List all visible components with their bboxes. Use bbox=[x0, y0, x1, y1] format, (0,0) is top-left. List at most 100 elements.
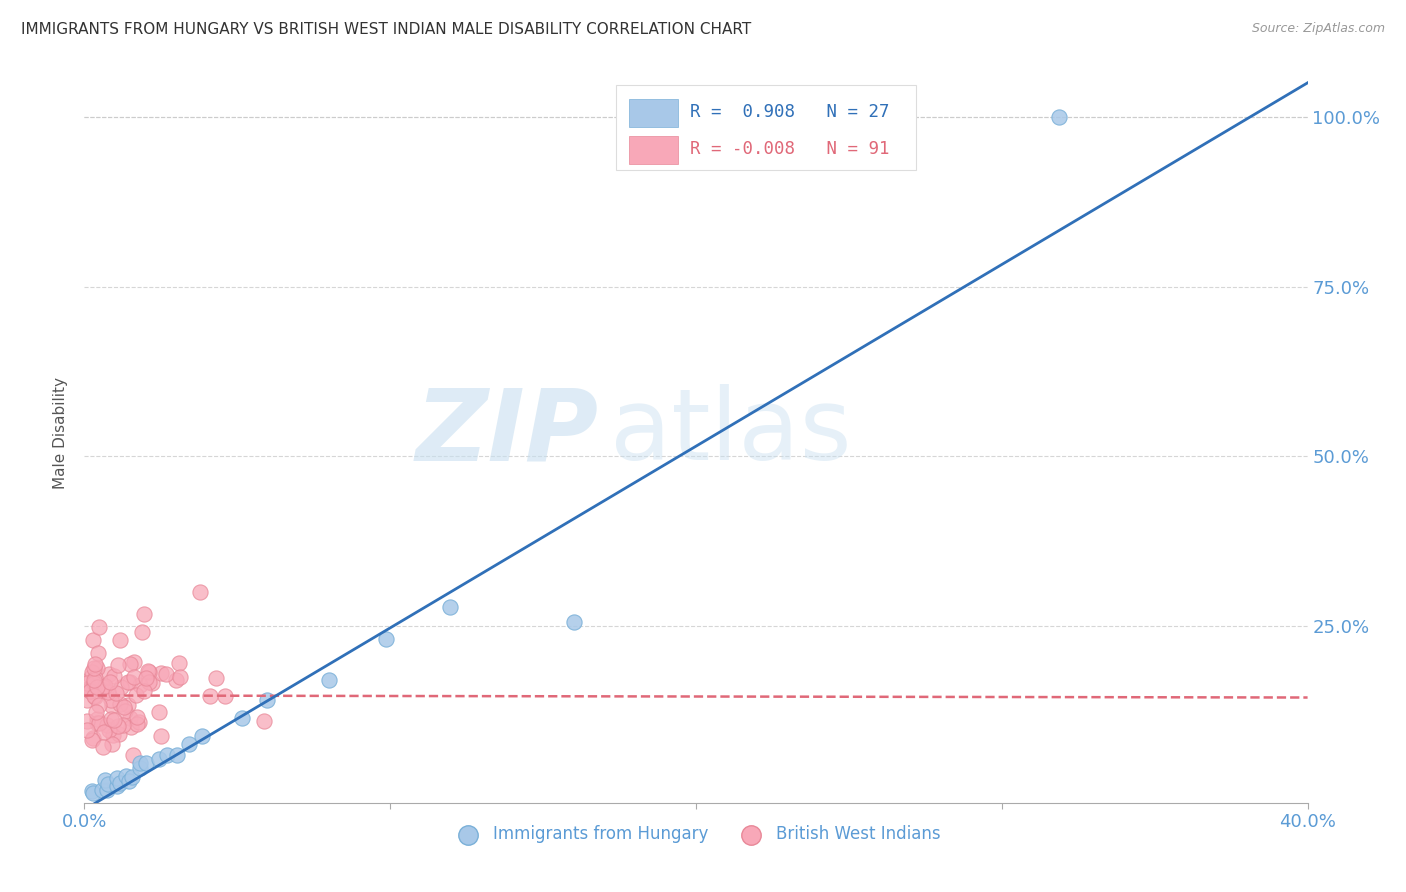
Point bbox=[128, 715, 150, 730]
Point bbox=[118, 657, 141, 672]
Point bbox=[76, 714, 98, 728]
Point bbox=[128, 756, 150, 770]
Point bbox=[79, 681, 101, 696]
Point bbox=[87, 646, 110, 660]
Point bbox=[149, 666, 172, 681]
Legend: Immigrants from Hungary, British West Indians: Immigrants from Hungary, British West In… bbox=[446, 819, 946, 850]
Point bbox=[114, 769, 136, 783]
Point bbox=[84, 706, 107, 720]
Point bbox=[214, 689, 236, 703]
Point bbox=[129, 761, 152, 775]
Point bbox=[138, 665, 160, 680]
Point bbox=[125, 710, 148, 724]
Point bbox=[231, 711, 253, 725]
Point bbox=[83, 676, 105, 690]
Point bbox=[82, 786, 104, 800]
Point bbox=[97, 685, 120, 699]
Text: ZIP: ZIP bbox=[415, 384, 598, 481]
Point bbox=[148, 752, 170, 766]
Point bbox=[107, 719, 129, 733]
Point bbox=[103, 713, 125, 727]
Point bbox=[138, 674, 160, 689]
Point bbox=[117, 674, 139, 689]
Point bbox=[98, 674, 121, 689]
Point bbox=[94, 682, 117, 697]
Point bbox=[148, 705, 170, 719]
Point bbox=[127, 716, 149, 731]
Point bbox=[86, 712, 108, 726]
Point bbox=[84, 672, 107, 686]
Point bbox=[122, 655, 145, 669]
Point bbox=[83, 657, 105, 672]
Point bbox=[562, 615, 585, 629]
Point bbox=[90, 783, 112, 797]
Point bbox=[118, 711, 141, 725]
Point bbox=[76, 723, 98, 738]
Point bbox=[80, 732, 103, 747]
Point bbox=[89, 620, 111, 634]
FancyBboxPatch shape bbox=[616, 85, 917, 169]
Text: R = -0.008   N = 91: R = -0.008 N = 91 bbox=[690, 140, 890, 158]
Point bbox=[156, 747, 179, 762]
Point bbox=[110, 680, 132, 694]
Point bbox=[112, 717, 135, 731]
Point bbox=[100, 712, 122, 726]
Point bbox=[191, 730, 214, 744]
Point bbox=[132, 607, 155, 622]
Point bbox=[97, 777, 120, 791]
Point bbox=[135, 756, 157, 770]
Point bbox=[439, 600, 461, 615]
Point bbox=[93, 725, 115, 739]
Point bbox=[165, 673, 187, 687]
Point bbox=[83, 690, 105, 705]
Point bbox=[87, 698, 110, 712]
Point bbox=[188, 585, 211, 599]
Point bbox=[96, 717, 118, 731]
Point bbox=[103, 669, 125, 683]
Point bbox=[118, 773, 141, 788]
Text: R =  0.908   N = 27: R = 0.908 N = 27 bbox=[690, 103, 890, 121]
Point bbox=[86, 680, 108, 694]
Point bbox=[121, 770, 143, 784]
Point bbox=[141, 676, 163, 690]
Point bbox=[76, 693, 98, 707]
Point bbox=[177, 737, 200, 751]
Point bbox=[103, 728, 125, 742]
Point bbox=[104, 686, 127, 700]
Point bbox=[86, 661, 108, 675]
Point bbox=[117, 698, 139, 712]
Point bbox=[131, 625, 153, 640]
Point bbox=[205, 671, 228, 685]
Point bbox=[253, 714, 276, 728]
Point bbox=[94, 679, 117, 693]
Text: IMMIGRANTS FROM HUNGARY VS BRITISH WEST INDIAN MALE DISABILITY CORRELATION CHART: IMMIGRANTS FROM HUNGARY VS BRITISH WEST … bbox=[21, 22, 751, 37]
Point bbox=[155, 667, 177, 681]
Y-axis label: Male Disability: Male Disability bbox=[53, 376, 69, 489]
Point bbox=[90, 681, 112, 696]
Point bbox=[107, 658, 129, 673]
Point bbox=[114, 704, 136, 718]
FancyBboxPatch shape bbox=[628, 136, 678, 164]
Point bbox=[118, 674, 141, 689]
Point bbox=[122, 747, 145, 762]
Point bbox=[135, 671, 157, 685]
Point bbox=[100, 692, 122, 706]
Point bbox=[108, 776, 131, 790]
Point bbox=[112, 700, 135, 714]
Point bbox=[83, 673, 105, 688]
Point bbox=[83, 661, 105, 675]
Point bbox=[79, 684, 101, 698]
Point bbox=[79, 681, 101, 696]
Point bbox=[374, 632, 396, 646]
Text: Source: ZipAtlas.com: Source: ZipAtlas.com bbox=[1251, 22, 1385, 36]
Point bbox=[82, 731, 104, 745]
Point bbox=[1047, 110, 1070, 124]
Point bbox=[80, 784, 103, 798]
Point bbox=[93, 739, 115, 754]
Point bbox=[94, 772, 117, 787]
Point bbox=[198, 689, 221, 703]
Point bbox=[105, 779, 128, 793]
Point bbox=[86, 715, 108, 730]
Point bbox=[105, 772, 128, 786]
Point bbox=[83, 689, 105, 703]
